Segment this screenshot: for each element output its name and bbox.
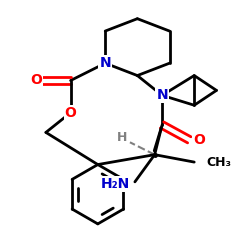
Text: CH₃: CH₃ [206,156,232,168]
Text: N: N [100,56,111,70]
Text: H: H [117,131,128,144]
Text: H₂N: H₂N [101,177,130,191]
Text: O: O [193,133,205,147]
Text: O: O [30,74,42,88]
Text: N: N [156,88,168,102]
Text: O: O [65,106,76,120]
